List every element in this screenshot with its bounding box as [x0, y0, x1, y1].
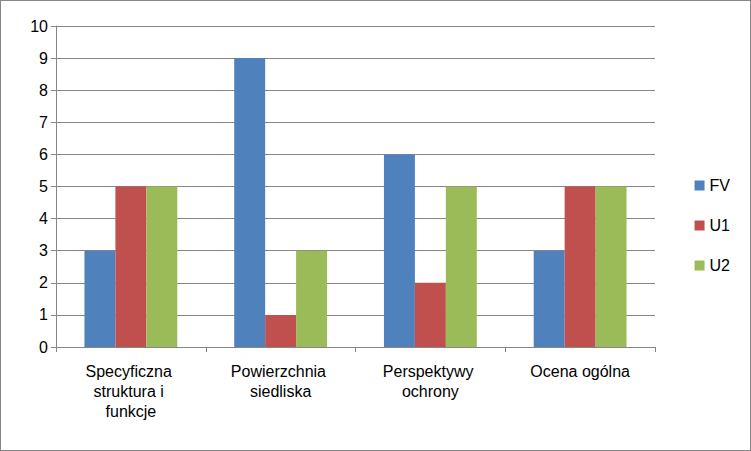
svg-text:0: 0: [39, 339, 48, 356]
svg-text:10: 10: [30, 18, 48, 35]
svg-text:4: 4: [39, 210, 48, 227]
svg-text:siedliska: siedliska: [250, 383, 311, 400]
svg-text:struktura i: struktura i: [94, 383, 169, 400]
svg-text:7: 7: [39, 114, 48, 131]
svg-text:Specyficzna: Specyficzna: [86, 363, 177, 380]
svg-text:Ocena ogólna: Ocena ogólna: [530, 363, 630, 380]
svg-text:8: 8: [39, 82, 48, 99]
svg-text:9: 9: [39, 50, 48, 67]
svg-text:funkcje: funkcje: [106, 403, 157, 420]
svg-text:U2: U2: [710, 257, 731, 274]
svg-text:FV: FV: [710, 177, 731, 194]
svg-text:Powierzchnia: Powierzchnia: [231, 363, 331, 380]
svg-text:U1: U1: [710, 217, 731, 234]
svg-text:2: 2: [39, 274, 48, 291]
svg-text:1: 1: [39, 306, 48, 323]
svg-text:3: 3: [39, 242, 48, 259]
svg-text:ochrony: ochrony: [402, 383, 459, 400]
svg-text:6: 6: [39, 146, 48, 163]
svg-text:5: 5: [39, 178, 48, 195]
svg-text:Perspektywy: Perspektywy: [383, 363, 478, 380]
